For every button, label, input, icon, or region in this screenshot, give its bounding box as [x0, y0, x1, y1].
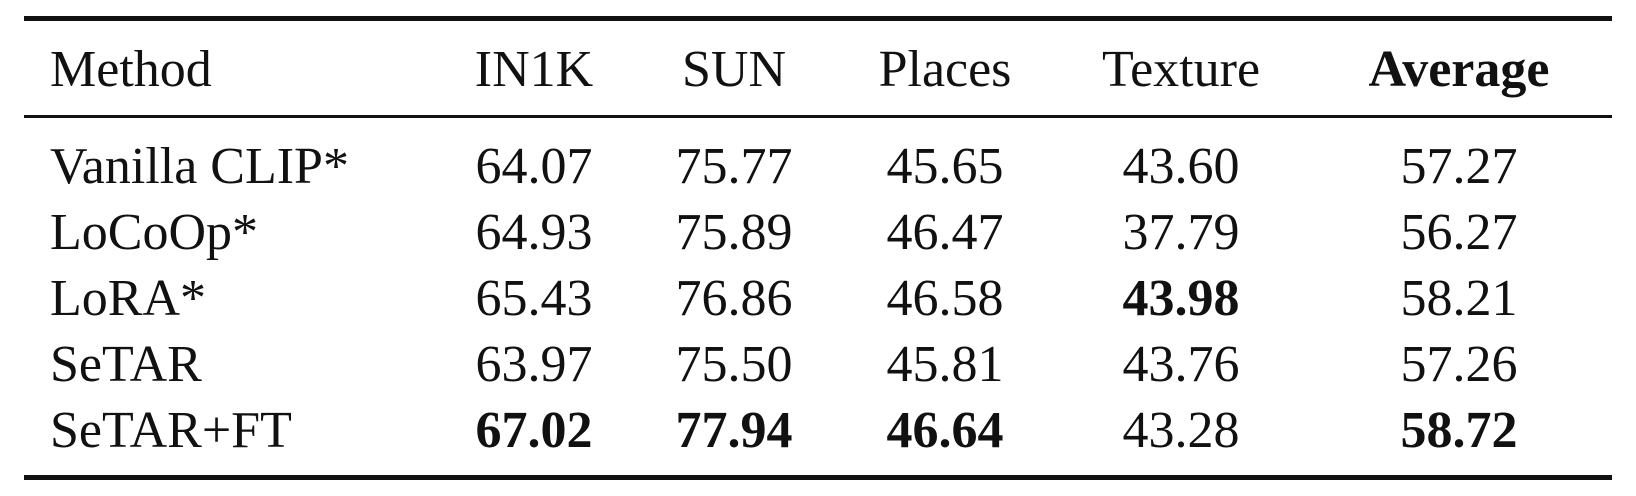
sun-cell: 76.86	[675, 270, 793, 327]
average-cell: 56.27	[1400, 204, 1518, 261]
header-average: Average	[1368, 41, 1550, 98]
texture-cell-best: 43.98	[1122, 270, 1240, 327]
header-texture: Texture	[1101, 41, 1261, 98]
in1k-cell: 65.43	[475, 270, 593, 327]
header-row: Method IN1K SUN Places Texture Average	[24, 16, 1612, 122]
texture-cell: 37.79	[1122, 204, 1240, 261]
in1k-cell: 64.07	[475, 138, 593, 195]
places-cell: 45.81	[886, 336, 1004, 393]
header-in1k: IN1K	[474, 41, 594, 98]
table-row: SeTAR+FT 67.02 77.94 46.64 43.28 58.72	[24, 398, 1612, 464]
header-rule	[24, 115, 1612, 118]
results-table: Method IN1K SUN Places Texture Average V…	[24, 16, 1612, 464]
method-cell: LoCoOp*	[50, 204, 258, 261]
method-cell: SeTAR	[50, 336, 202, 393]
table-row: LoRA* 65.43 76.86 46.58 43.98 58.21	[24, 266, 1612, 332]
average-cell-best: 58.72	[1400, 402, 1518, 459]
method-cell: SeTAR+FT	[50, 402, 292, 459]
in1k-cell: 63.97	[475, 336, 593, 393]
table-row: LoCoOp* 64.93 75.89 46.47 37.79 56.27	[24, 200, 1612, 266]
top-rule	[24, 16, 1612, 21]
method-cell: LoRA*	[50, 270, 206, 327]
in1k-cell: 64.93	[475, 204, 593, 261]
header-places: Places	[878, 41, 1012, 98]
table-row: SeTAR 63.97 75.50 45.81 43.76 57.26	[24, 332, 1612, 398]
average-cell: 57.27	[1400, 138, 1518, 195]
sun-cell-best: 77.94	[675, 402, 793, 459]
header-sun: SUN	[681, 41, 787, 98]
average-cell: 58.21	[1400, 270, 1518, 327]
sun-cell: 75.89	[675, 204, 793, 261]
header-method: Method	[50, 41, 212, 98]
in1k-cell-best: 67.02	[475, 402, 593, 459]
bottom-rule	[24, 475, 1612, 480]
average-cell: 57.26	[1400, 336, 1518, 393]
places-cell-best: 46.64	[886, 402, 1004, 459]
places-cell: 46.47	[886, 204, 1004, 261]
places-cell: 45.65	[886, 138, 1004, 195]
texture-cell: 43.28	[1122, 402, 1240, 459]
places-cell: 46.58	[886, 270, 1004, 327]
sun-cell: 75.77	[675, 138, 793, 195]
method-cell: Vanilla CLIP*	[50, 138, 349, 195]
sun-cell: 75.50	[675, 336, 793, 393]
table-row: Vanilla CLIP* 64.07 75.77 45.65 43.60 57…	[24, 134, 1612, 200]
texture-cell: 43.60	[1122, 138, 1240, 195]
texture-cell: 43.76	[1122, 336, 1240, 393]
